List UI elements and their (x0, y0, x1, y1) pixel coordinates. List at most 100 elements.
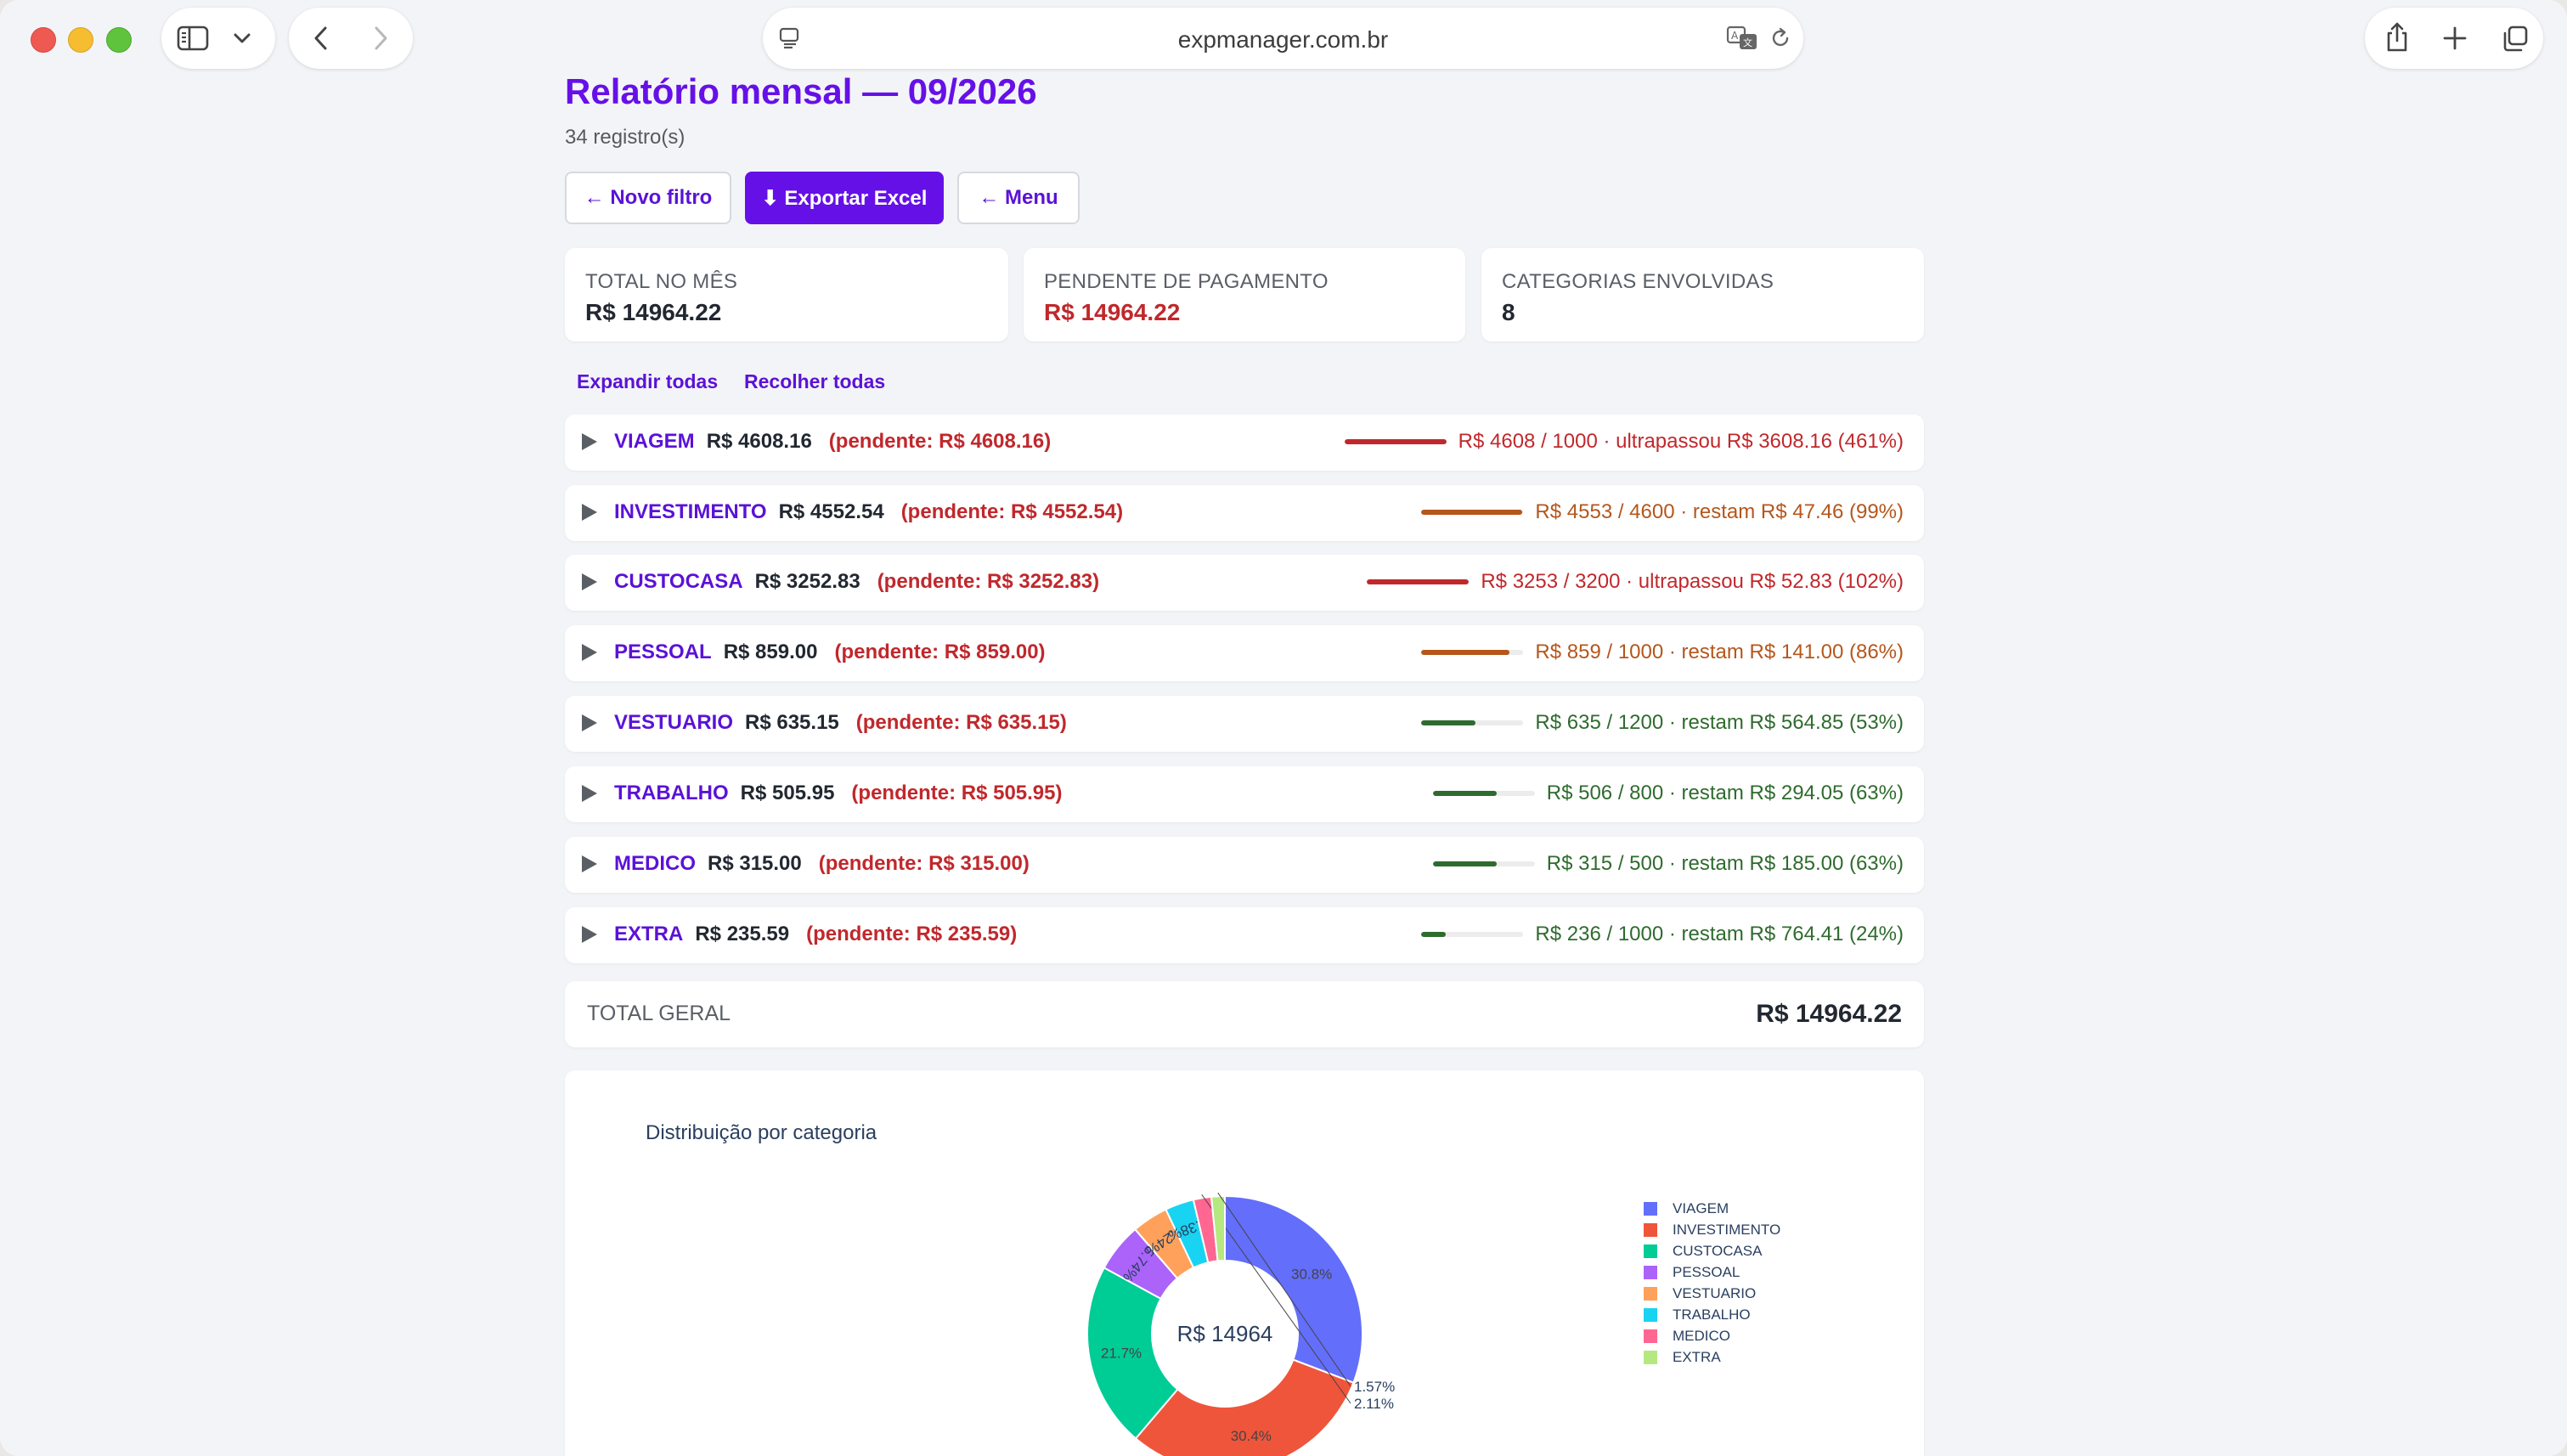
category-row-investimento[interactable]: INVESTIMENTO R$ 4552.54 (pendente: R$ 4552… (565, 485, 1924, 541)
legend-label: TRABALHO (1673, 1306, 1751, 1323)
summary-label: TOTAL NO MÊS (585, 270, 738, 293)
minimize-window-button[interactable] (68, 27, 93, 53)
category-total: R$ 235.59 (695, 923, 790, 945)
category-summary: EXTRA R$ 235.59 (pendente: R$ 235.59) (614, 923, 1017, 946)
category-summary: CUSTOCASA R$ 3252.83 (pendente: R$ 3252.83… (614, 570, 1099, 594)
category-row-custocasa[interactable]: CUSTOCASA R$ 3252.83 (pendente: R$ 3252.83… (565, 555, 1924, 611)
budget-progress-fill (1421, 932, 1447, 937)
category-row-extra[interactable]: EXTRA R$ 235.59 (pendente: R$ 235.59) R$ 23… (565, 907, 1924, 963)
donut-slice-investimento[interactable] (1134, 1358, 1355, 1456)
expand-arrow-icon[interactable] (582, 855, 597, 872)
legend-item-vestuario[interactable]: VESTUARIO (1644, 1283, 1780, 1304)
sidebar-icon[interactable] (177, 25, 211, 52)
legend-label: MEDICO (1673, 1327, 1730, 1344)
grand-total-label: TOTAL GERAL (587, 1002, 731, 1025)
expand-arrow-icon[interactable] (582, 714, 597, 731)
tab-overview-icon[interactable] (2501, 25, 2530, 54)
legend-label: CUSTOCASA (1673, 1242, 1763, 1259)
translate-icon[interactable]: A 文 (1726, 25, 1760, 52)
share-icon[interactable] (2384, 21, 2411, 54)
legend-label: VIAGEM (1673, 1199, 1729, 1216)
history-nav-group (289, 8, 413, 69)
summary-card-pending: PENDENTE DE PAGAMENTO R$ 14964.22 (1024, 248, 1465, 341)
legend-item-custocasa[interactable]: CUSTOCASA (1644, 1240, 1780, 1261)
category-total: R$ 505.95 (740, 782, 835, 804)
budget-status: R$ 3253 / 3200 · ultrapassou R$ 52.83 (1… (1367, 570, 1904, 594)
svg-text:文: 文 (1743, 37, 1752, 48)
expand-arrow-icon[interactable] (582, 926, 597, 943)
category-summary: VESTUARIO R$ 635.15 (pendente: R$ 635.15) (614, 711, 1067, 735)
expand-all-button[interactable]: Expandir todas (577, 370, 719, 392)
legend-swatch (1644, 1286, 1657, 1301)
category-summary: MEDICO R$ 315.00 (pendente: R$ 315.00) (614, 852, 1030, 876)
page-menu-icon[interactable] (778, 26, 802, 50)
legend-swatch (1644, 1265, 1657, 1279)
legend-item-pessoal[interactable]: PESSOAL (1644, 1261, 1780, 1283)
chart-card: Distribuição por categoria 30.8% 30.4% 21.… (565, 1070, 1924, 1456)
donut-slice-custocasa[interactable] (1086, 1267, 1179, 1440)
slice-label: 2.11% (1354, 1396, 1394, 1412)
menu-button[interactable]: ← Menu (957, 172, 1080, 224)
budget-status-text: R$ 3253 / 3200 · ultrapassou R$ 52.83 (1… (1481, 570, 1904, 593)
legend-item-investimento[interactable]: INVESTIMENTO (1644, 1219, 1780, 1240)
expand-arrow-icon[interactable] (582, 573, 597, 590)
summary-card-total: TOTAL NO MÊS R$ 14964.22 (565, 248, 1008, 341)
summary-card-categories: CATEGORIAS ENVOLVIDAS 8 (1481, 248, 1924, 341)
slice-label: 1.57% (1354, 1379, 1395, 1395)
summary-label: PENDENTE DE PAGAMENTO (1044, 270, 1329, 293)
new-filter-button[interactable]: ← Novo filtro (565, 172, 731, 224)
donut-slice-extra[interactable] (1210, 1194, 1226, 1262)
budget-status-text: R$ 635 / 1200 · restam R$ 564.85 (53%) (1535, 711, 1904, 734)
reload-icon[interactable] (1769, 26, 1792, 50)
legend-item-viagem[interactable]: VIAGEM (1644, 1198, 1780, 1219)
browser-toolbar: expmanager.com.br A 文 (0, 0, 2567, 78)
chevron-down-icon[interactable] (233, 30, 251, 47)
export-excel-button[interactable]: ⬇ Exportar Excel (745, 172, 944, 224)
legend-item-medico[interactable]: MEDICO (1644, 1325, 1780, 1346)
category-row-vestuario[interactable]: VESTUARIO R$ 635.15 (pendente: R$ 635.15) R… (565, 696, 1924, 752)
close-window-button[interactable] (31, 27, 56, 53)
budget-status: R$ 4608 / 1000 · ultrapassou R$ 3608.16 … (1344, 430, 1904, 454)
record-count: 34 registro(s) (565, 126, 685, 149)
budget-progress-bar (1421, 720, 1524, 725)
donut-chart: 30.8%30.4%21.7%5.74%4.24%3.38%2.11%1.57%… (1086, 1192, 1395, 1456)
expand-arrow-icon[interactable] (582, 785, 597, 802)
category-name: TRABALHO (614, 782, 729, 804)
legend-swatch (1644, 1307, 1657, 1322)
zoom-window-button[interactable] (106, 27, 132, 53)
expand-arrow-icon[interactable] (582, 433, 597, 450)
page-content: Relatório mensal — 09/2026 34 registro(s… (0, 71, 2567, 1456)
budget-status: R$ 4553 / 4600 · restam R$ 47.46 (99%) (1421, 500, 1904, 524)
category-pending: (pendente: R$ 4608.16) (828, 430, 1052, 453)
category-name: VESTUARIO (614, 711, 734, 734)
grand-total-row: TOTAL GERAL R$ 14964.22 (565, 981, 1924, 1047)
slice-label: 30.4% (1231, 1428, 1272, 1444)
category-row-pessoal[interactable]: PESSOAL R$ 859.00 (pendente: R$ 859.00) R$ … (565, 625, 1924, 681)
category-row-viagem[interactable]: VIAGEM R$ 4608.16 (pendente: R$ 4608.16) R$… (565, 415, 1924, 471)
legend-swatch (1644, 1222, 1657, 1237)
grand-total-value: R$ 14964.22 (1756, 1000, 1902, 1028)
summary-value: 8 (1502, 299, 1515, 325)
new-tab-icon[interactable] (2441, 25, 2468, 52)
donut-slice-viagem[interactable] (1224, 1194, 1363, 1384)
legend-item-extra[interactable]: EXTRA (1644, 1346, 1780, 1368)
collapse-all-button[interactable]: Recolher todas (744, 370, 886, 392)
expand-arrow-icon[interactable] (582, 504, 597, 521)
category-total: R$ 635.15 (745, 711, 839, 734)
budget-status-text: R$ 859 / 1000 · restam R$ 141.00 (86%) (1535, 641, 1904, 663)
budget-progress-fill (1344, 439, 1447, 444)
budget-progress-fill (1421, 650, 1509, 655)
expand-arrow-icon[interactable] (582, 644, 597, 661)
category-row-trabalho[interactable]: TRABALHO R$ 505.95 (pendente: R$ 505.95) R$… (565, 766, 1924, 822)
category-row-medico[interactable]: MEDICO R$ 315.00 (pendente: R$ 315.00) R$ 3… (565, 837, 1924, 893)
category-name: INVESTIMENTO (614, 500, 767, 523)
chart-legend: VIAGEM INVESTIMENTO CUSTOCASA PESSOAL VESTUA… (1644, 1198, 1780, 1368)
back-arrow-icon[interactable] (311, 25, 331, 52)
budget-status: R$ 315 / 500 · restam R$ 185.00 (63%) (1432, 852, 1904, 876)
forward-arrow-icon[interactable] (370, 25, 391, 52)
category-total: R$ 4552.54 (778, 500, 884, 523)
legend-item-trabalho[interactable]: TRABALHO (1644, 1304, 1780, 1325)
address-bar[interactable]: expmanager.com.br A 文 (763, 8, 1803, 69)
donut-center-label: R$ 14964 (1177, 1321, 1273, 1346)
